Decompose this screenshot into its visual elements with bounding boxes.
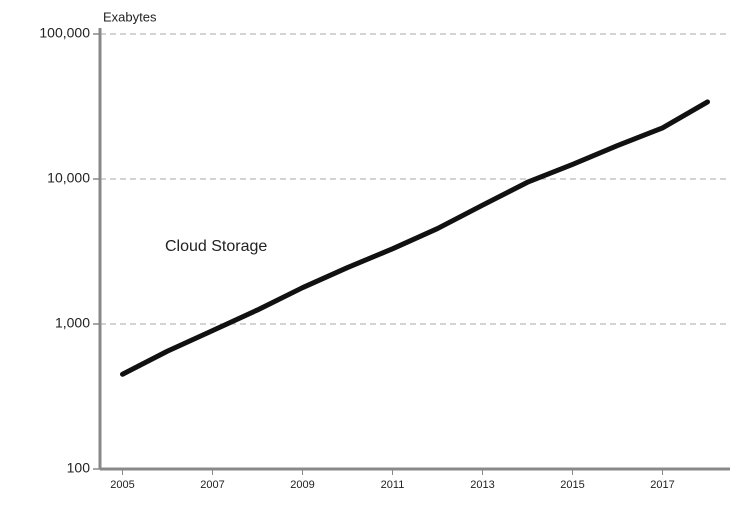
line — [120, 99, 710, 377]
y-tick-label: 10,000 — [47, 170, 90, 186]
annotation: Cloud Storage — [165, 238, 267, 255]
y-tick-label: 1,000 — [55, 315, 90, 331]
x-tick-label: 2015 — [560, 479, 584, 491]
x-tick-label: 2009 — [290, 479, 314, 491]
y-tick-label: 100 — [67, 460, 91, 476]
x-tick-label: 2013 — [470, 479, 494, 491]
x-tick-label: 2005 — [110, 479, 134, 491]
x-tick-label: 2007 — [200, 479, 224, 491]
y-axis-label: Exabytes — [103, 9, 157, 24]
y-tick-label: 100,000 — [39, 25, 90, 41]
x-tick-label: 2011 — [381, 479, 405, 491]
x-tick-label: 2017 — [650, 479, 674, 491]
